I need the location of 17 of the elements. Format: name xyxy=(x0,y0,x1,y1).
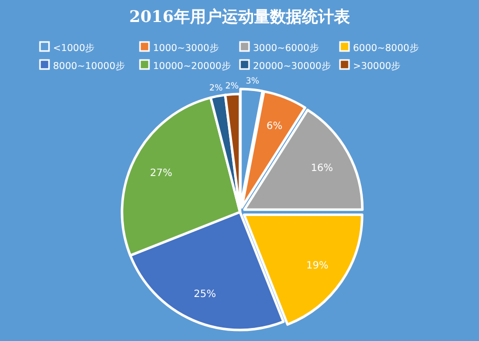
legend-label: 8000~10000步 xyxy=(53,60,126,72)
data-label: 25% xyxy=(194,289,216,300)
legend-label: 6000~8000步 xyxy=(353,42,420,54)
legend-label: >30000步 xyxy=(353,60,402,72)
data-label: 2% xyxy=(225,81,239,92)
legend-label: 20000~30000步 xyxy=(253,60,332,72)
data-label: 16% xyxy=(310,162,334,174)
data-label: 2% xyxy=(209,83,223,94)
legend-label: 3000~6000步 xyxy=(253,42,320,54)
legend-label: 1000~3000步 xyxy=(153,42,220,54)
data-label: 6% xyxy=(266,121,282,132)
chart-title: 2016年用户运动量数据统计表 xyxy=(129,7,351,26)
legend-label: 10000~20000步 xyxy=(153,60,232,72)
data-label: 19% xyxy=(306,260,328,272)
data-label: 27% xyxy=(150,168,172,179)
legend-label: <1000步 xyxy=(53,42,96,54)
data-label: 3% xyxy=(246,76,260,87)
